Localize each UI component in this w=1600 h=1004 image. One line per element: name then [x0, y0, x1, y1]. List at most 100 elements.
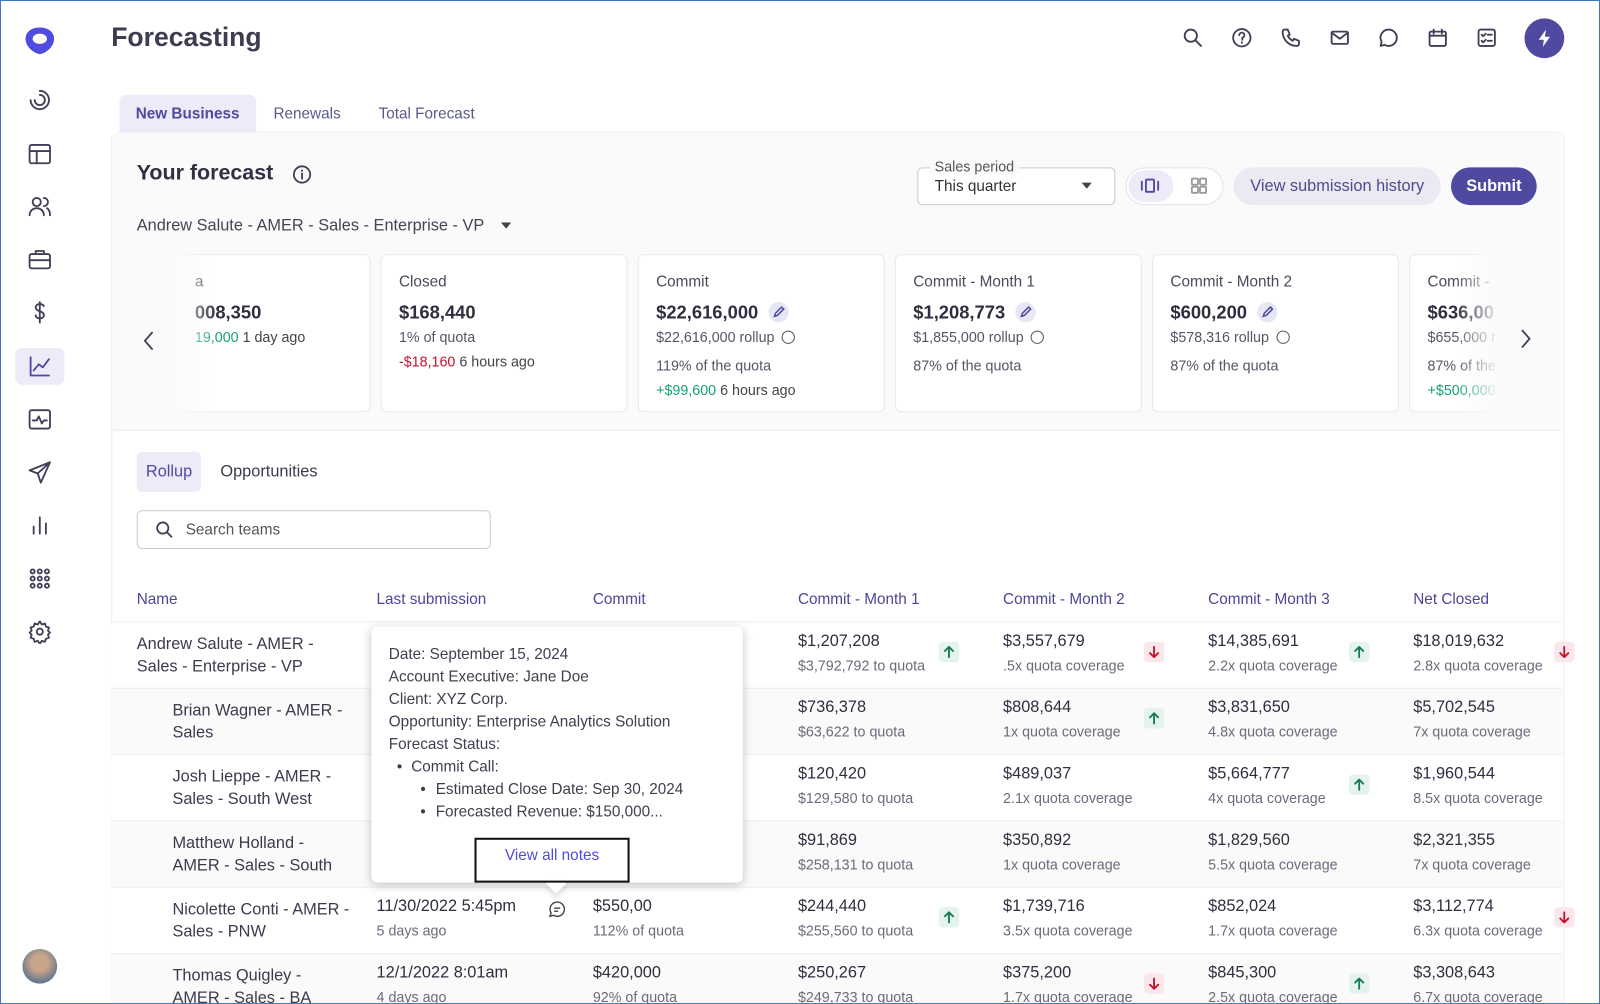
carousel-next[interactable] [1518, 329, 1532, 349]
row-name[interactable]: Nicolette Conti - AMER - Sales - PNW [172, 901, 350, 941]
table-row [111, 687, 1563, 756]
fade-right [1455, 253, 1496, 415]
forecast-card: Commit $22,616,000 $22,616,000 rollup 119% … [637, 254, 885, 413]
history-button[interactable]: View submission history [1233, 167, 1441, 206]
cell-value: $1,960,544 [1413, 765, 1495, 783]
card-value: $22,616,000 [656, 302, 866, 324]
info-icon[interactable] [1030, 330, 1045, 344]
phone-icon[interactable] [1281, 28, 1301, 48]
column-header[interactable]: Last submission [376, 590, 487, 609]
table-row [111, 621, 1563, 689]
forecast-card: Closed $168,440 1% of quota -$18,160 6 hour… [380, 254, 628, 413]
nav-icon[interactable] [28, 407, 52, 431]
cell-sub: $3,792,792 to quota [797, 657, 926, 674]
toggle-active[interactable] [1128, 170, 1174, 203]
nav-icon[interactable] [28, 142, 52, 166]
row-name[interactable]: Brian Wagner - AMER - Sales [172, 702, 343, 742]
card-label: a [195, 273, 352, 293]
card-value-text: $1,208,773 [913, 302, 1006, 323]
cell-sub: 112% of quota [592, 922, 684, 939]
nav-icon[interactable] [28, 300, 52, 324]
cell-sub: $249,733 to quota [797, 988, 914, 1004]
card-quota: 1% of quota [398, 328, 476, 345]
quick-action[interactable] [1524, 18, 1565, 59]
tab[interactable]: Renewals [273, 105, 341, 123]
change-amount: -$18,160 [398, 353, 456, 370]
search-placeholder: Search teams [185, 521, 281, 539]
nav-icon[interactable] [28, 513, 52, 537]
column-header[interactable]: Commit - Month 2 [1003, 590, 1125, 609]
edit-button[interactable] [1015, 302, 1036, 323]
search-box-icon [156, 521, 173, 538]
column-header[interactable]: Name [136, 590, 178, 609]
search-icon[interactable] [1183, 28, 1203, 48]
nav-icon[interactable] [28, 247, 52, 271]
nav-icon[interactable] [28, 194, 52, 218]
row-name[interactable]: Matthew Holland - AMER - Sales - South [172, 834, 333, 875]
edit-button[interactable] [1257, 302, 1278, 323]
cell-value: $375,200 [1003, 964, 1072, 982]
cell-sub: 2.2x quota coverage [1208, 657, 1338, 674]
cell-sub: 1x quota coverage [1003, 723, 1121, 740]
nav-icon[interactable] [28, 88, 52, 112]
cell-sub: 3.5x quota coverage [1003, 922, 1133, 939]
cell-sub: 4x quota coverage [1208, 789, 1326, 807]
nav-icon[interactable] [28, 619, 52, 644]
tooltip-sub-bullet: Estimated Close Date: Sep 30, 2024 [435, 780, 684, 798]
column-header[interactable]: Commit - Month 3 [1208, 590, 1330, 609]
team-caret [501, 222, 512, 229]
row-name[interactable]: Andrew Salute - AMER - Sales - Enterpris… [136, 635, 314, 676]
tab[interactable]: New Business [119, 94, 256, 132]
bullet-dot: • [420, 803, 426, 821]
info-icon[interactable] [1276, 330, 1290, 344]
rollup-text: $22,616,000 rollup [656, 328, 775, 345]
help-icon[interactable] [1232, 28, 1252, 48]
carousel-prev[interactable] [142, 331, 156, 351]
page-title: Forecasting [111, 21, 262, 53]
card-change: +$99,600 6 hours ago [656, 382, 866, 402]
tasks-icon[interactable] [1477, 28, 1497, 48]
info-icon[interactable] [292, 164, 312, 184]
cell-value: $1,207,208 [797, 632, 880, 650]
column-header[interactable]: Commit - Month 1 [797, 590, 920, 609]
cell-value: $244,440 [797, 897, 867, 916]
nav-icon[interactable] [28, 566, 52, 590]
search-box[interactable] [136, 510, 491, 549]
chat-icon[interactable] [1379, 28, 1399, 48]
cell-sub: 2.1x quota coverage [1003, 789, 1133, 807]
cell-sub: 92% of quota [592, 988, 678, 1004]
cell-sub: $129,580 to quota [797, 789, 914, 807]
rollup-text: $1,855,000 rollup [913, 328, 1024, 345]
mail-icon[interactable] [1330, 28, 1350, 48]
subtab[interactable]: Opportunities [220, 463, 318, 481]
row-name[interactable]: Thomas Quigley - AMER - Sales - BA [172, 967, 312, 1004]
submit-button[interactable]: Submit [1451, 167, 1537, 206]
note-icon[interactable] [548, 900, 566, 918]
view-notes-link[interactable]: View all notes [474, 837, 630, 883]
tooltip-bullet: Commit Call: [411, 758, 499, 776]
user-avatar[interactable] [22, 948, 58, 984]
bullet-dot: • [420, 780, 426, 798]
subtab[interactable]: Rollup [136, 452, 202, 492]
change-time: 6 hours ago [720, 381, 796, 398]
tab[interactable]: Total Forecast [378, 105, 475, 123]
tooltip-box [371, 626, 743, 883]
trend-down [1554, 907, 1575, 928]
cell-value: $5,664,777 [1208, 765, 1290, 783]
column-header[interactable]: Net Closed [1413, 590, 1489, 609]
trend-down [1554, 641, 1575, 663]
row-name[interactable]: Josh Lieppe - AMER - Sales - South West [172, 768, 332, 809]
select-value: This quarter [934, 177, 1017, 195]
calendar-icon[interactable] [1428, 28, 1448, 48]
column-header[interactable]: Commit [592, 590, 646, 609]
info-icon[interactable] [781, 330, 795, 344]
carousel-icon [1140, 178, 1160, 193]
nav-icon[interactable] [28, 354, 52, 378]
edit-button[interactable] [768, 302, 789, 323]
nav-icon[interactable] [28, 460, 52, 484]
team-selector[interactable]: Andrew Salute - AMER - Sales - Enterpris… [136, 217, 485, 235]
grid-icon[interactable] [1190, 177, 1208, 195]
card-rollup: $578,316 rollup [1170, 329, 1380, 349]
card-change: -$18,160 6 hours ago [399, 353, 609, 373]
